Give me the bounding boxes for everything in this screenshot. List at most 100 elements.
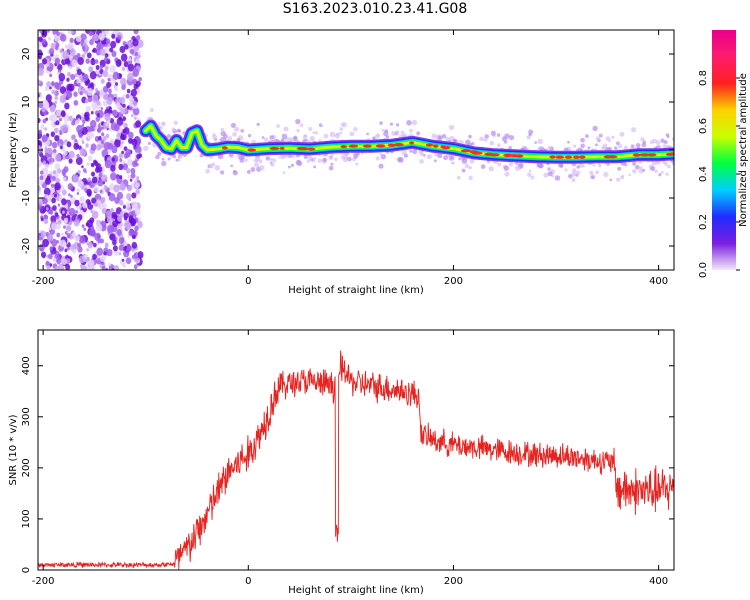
noise-dot bbox=[41, 58, 47, 65]
noise-dot bbox=[83, 168, 87, 173]
ridge-halo-dot bbox=[547, 171, 553, 177]
noise-dot bbox=[79, 264, 83, 268]
noise-dot bbox=[126, 193, 132, 200]
noise-dot bbox=[49, 246, 54, 251]
noise-dot bbox=[51, 222, 58, 231]
noise-dot bbox=[76, 68, 82, 76]
noise-dot bbox=[48, 226, 52, 231]
ridge-halo-dot bbox=[539, 164, 543, 168]
colorbar-gradient bbox=[712, 30, 736, 270]
ridge-halo-dot bbox=[269, 157, 274, 162]
ridge-peak-blob bbox=[307, 147, 316, 151]
noise-dot bbox=[103, 93, 109, 99]
noise-dot bbox=[90, 143, 97, 151]
ridge-halo-dot bbox=[172, 154, 177, 159]
noise-dot bbox=[84, 50, 88, 55]
ridge-halo-dot bbox=[306, 159, 311, 163]
ridge-halo-dot bbox=[564, 168, 568, 172]
noise-dot bbox=[56, 232, 61, 238]
noise-dot bbox=[42, 118, 47, 124]
noise-dot bbox=[106, 97, 113, 105]
snr-x-tick-label: 400 bbox=[649, 576, 668, 587]
noise-dot bbox=[127, 72, 134, 82]
ridge-peak-blob bbox=[441, 146, 451, 150]
ridge-halo-dot bbox=[265, 156, 271, 161]
noise-dot bbox=[135, 120, 142, 128]
ridge-halo-dot bbox=[602, 143, 608, 149]
snr-x-ticks: -200 0 200 400 bbox=[32, 330, 668, 587]
noise-dot bbox=[46, 207, 49, 211]
ridge-halo-dot bbox=[611, 135, 615, 139]
noise-dot bbox=[41, 134, 48, 143]
snr-y-ticks: 0 100 200 300 400 bbox=[21, 356, 674, 573]
noise-dot bbox=[123, 212, 129, 219]
noise-dot bbox=[112, 71, 120, 81]
ridge-halo-dot bbox=[247, 134, 252, 138]
noise-dot bbox=[96, 128, 100, 132]
noise-dot bbox=[120, 108, 126, 115]
noise-dot bbox=[96, 100, 101, 106]
noise-dot bbox=[92, 49, 95, 53]
noise-dot bbox=[49, 209, 54, 215]
noise-dot bbox=[70, 73, 76, 81]
ridge-halo-dot bbox=[379, 121, 383, 125]
ridge-halo-dot bbox=[598, 133, 603, 138]
noise-dot bbox=[78, 255, 85, 264]
ridge-halo-dot bbox=[587, 146, 591, 150]
noise-dot bbox=[103, 185, 108, 191]
noise-dot bbox=[85, 105, 91, 113]
ridge-halo-dot bbox=[504, 171, 510, 177]
noise-dot bbox=[96, 199, 101, 204]
noise-dot bbox=[110, 164, 116, 172]
colorbar-label: Normalized spectral amplitude bbox=[738, 73, 749, 227]
ridge-halo-dot bbox=[299, 123, 304, 128]
noise-dot bbox=[91, 94, 99, 104]
ridge-halo-dot bbox=[576, 170, 581, 175]
noise-dot bbox=[52, 152, 57, 158]
ridge-halo-dot bbox=[450, 161, 454, 165]
noise-dot bbox=[40, 230, 47, 238]
noise-dot bbox=[106, 216, 113, 223]
noise-dot bbox=[74, 155, 78, 159]
ridge-halo-dot bbox=[497, 143, 501, 148]
ridge-halo-dot bbox=[312, 156, 317, 161]
ridge-halo-dot bbox=[282, 171, 286, 175]
ridge-halo-dot bbox=[639, 166, 643, 170]
noise-dot bbox=[102, 136, 107, 141]
noise-dot bbox=[49, 47, 55, 55]
spectrogram-y-axis-label: Frequency (Hz) bbox=[8, 112, 19, 188]
noise-dot bbox=[107, 56, 111, 60]
ridge-halo-dot bbox=[305, 139, 310, 144]
noise-dot bbox=[108, 106, 112, 111]
noise-dot bbox=[40, 251, 47, 258]
noise-dot bbox=[132, 101, 138, 107]
noise-dot bbox=[100, 107, 104, 111]
ridge-peak-blob bbox=[432, 144, 439, 148]
noise-dot bbox=[84, 38, 89, 44]
noise-dot bbox=[67, 42, 74, 50]
noise-dot bbox=[60, 145, 63, 150]
ridge-halo-dot bbox=[568, 173, 573, 179]
noise-dot bbox=[50, 113, 58, 122]
ridge-peak-blob bbox=[279, 146, 285, 150]
ridge-halo-dot bbox=[331, 152, 335, 156]
ridge-halo-dot bbox=[642, 140, 646, 144]
spectrogram-panel: -200 0 200 400 -20 -10 0 10 20 Height of straig… bbox=[8, 29, 675, 296]
noise-dot bbox=[88, 30, 93, 37]
noise-dot bbox=[133, 264, 138, 270]
noise-dot bbox=[38, 67, 44, 76]
noise-dot bbox=[112, 79, 116, 84]
ridge-halo-dot bbox=[469, 158, 475, 164]
ridge-halo-dot bbox=[479, 136, 484, 142]
noise-dot bbox=[64, 248, 68, 253]
noise-dot bbox=[89, 119, 97, 128]
ridge-halo-dot bbox=[378, 163, 384, 169]
noise-dot bbox=[118, 163, 124, 171]
noise-dot bbox=[79, 147, 87, 157]
noise-dot bbox=[76, 124, 83, 134]
noise-dot bbox=[61, 189, 67, 196]
noise-dot bbox=[59, 130, 62, 134]
spectrogram-x-axis-label: Height of straight line (km) bbox=[288, 285, 424, 296]
noise-dot bbox=[112, 239, 117, 246]
